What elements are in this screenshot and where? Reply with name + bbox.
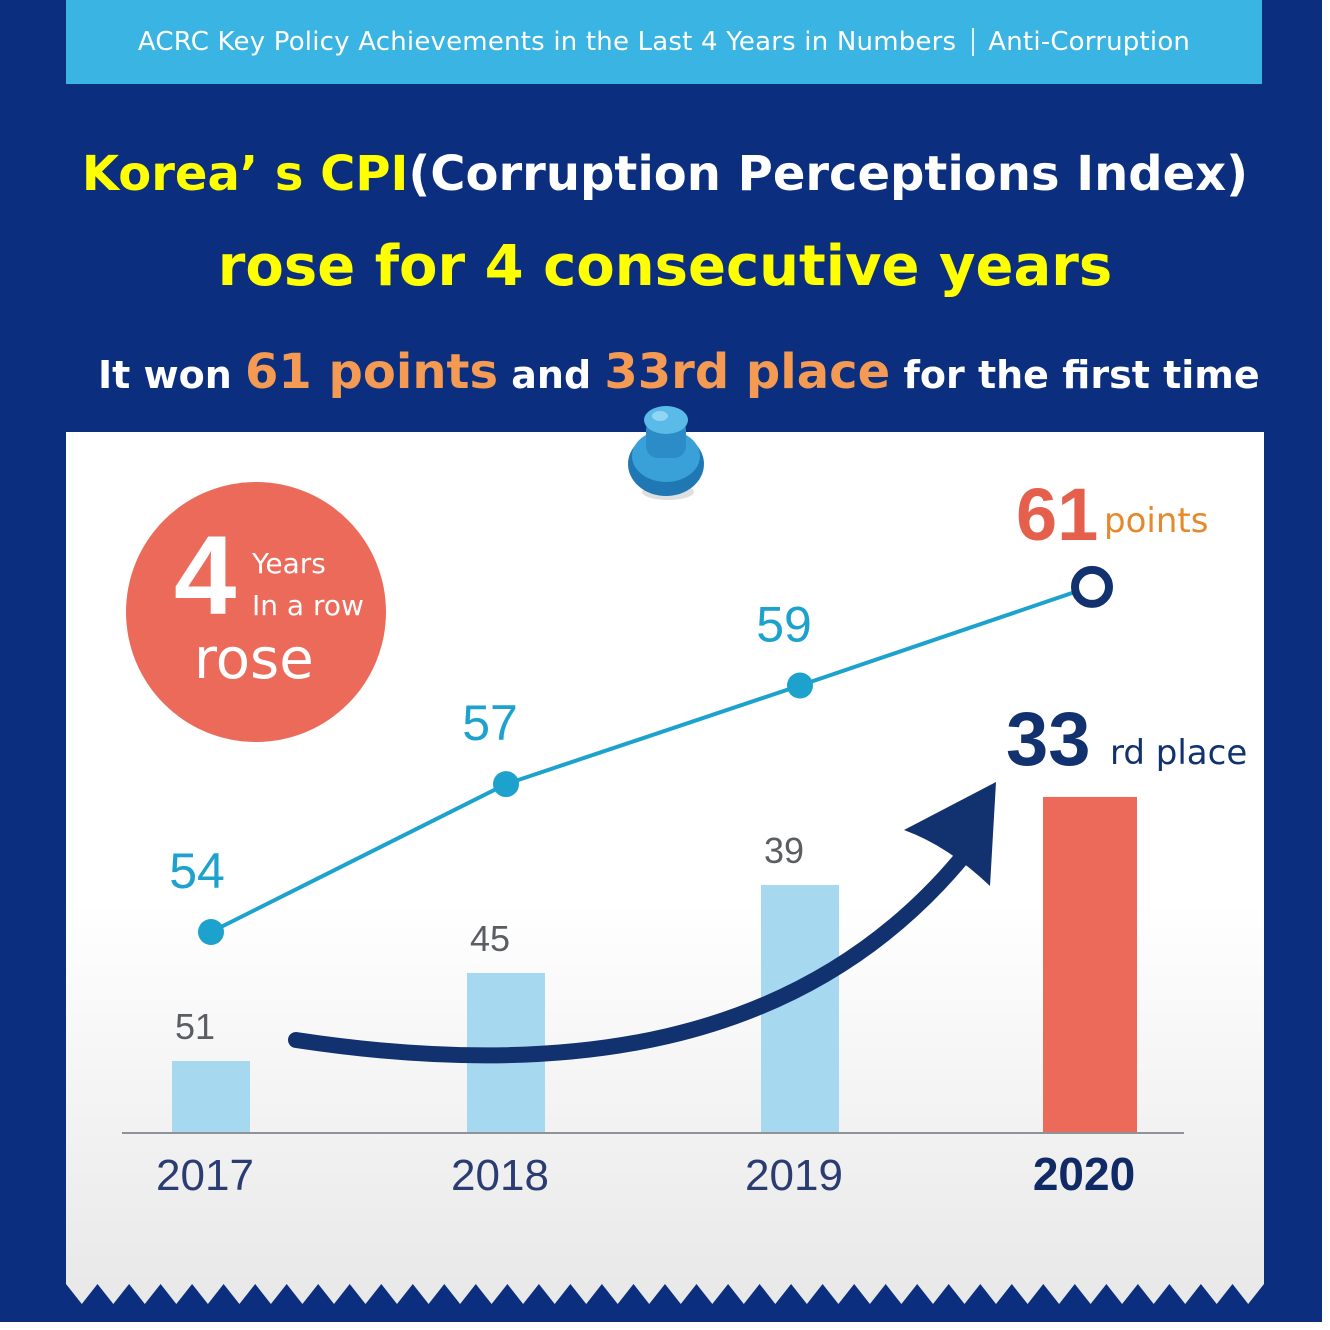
- score-label-2019: 59: [756, 597, 812, 653]
- score-label-2017: 54: [169, 843, 225, 899]
- badge-in-a-row: In a row: [252, 589, 364, 622]
- four-years-badge: [126, 482, 386, 742]
- headline-line-1: Korea’ s CPI(Corruption Perceptions Inde…: [0, 146, 1330, 202]
- score-line: [198, 565, 1113, 945]
- banner-text: ACRC Key Policy Achievements in the Last…: [138, 27, 1190, 57]
- frame-bottom-edge: [0, 1322, 1330, 1330]
- card-torn-edge: [66, 1284, 1264, 1304]
- rank-bars: [172, 796, 1137, 1133]
- headline-it-won: It won: [98, 353, 246, 397]
- banner-category: Anti-Corruption: [988, 27, 1191, 57]
- score-point-2017: [198, 919, 224, 945]
- pushpin-icon: [628, 406, 704, 500]
- headline-korea-cpi: Korea’ s CPI: [81, 146, 409, 202]
- score-point-2018: [493, 771, 519, 798]
- score-point-2019: [787, 672, 813, 699]
- score-point-2020: [1071, 565, 1113, 608]
- year-label-2018: 2018: [451, 1151, 549, 1200]
- badge-rose: rose: [194, 627, 314, 692]
- headline-33rd-place: 33rd place: [604, 344, 891, 400]
- rank-bar-2017: [172, 1061, 250, 1133]
- top-banner: ACRC Key Policy Achievements in the Last…: [66, 0, 1262, 84]
- place-callout-value: 33: [1006, 697, 1091, 782]
- frame-right-edge: [1322, 0, 1330, 1330]
- headline-61-points: 61 points: [245, 344, 499, 400]
- year-label-2017: 2017: [156, 1151, 254, 1200]
- place-callout-unit: rd place: [1110, 733, 1248, 773]
- year-label-2020: 2020: [1033, 1148, 1135, 1200]
- chart-labels: 51 2017 45 2018 39 2019 2020 54 57 59: [156, 597, 1135, 1201]
- points-callout-unit: points: [1104, 501, 1209, 541]
- headline-first-time: for the first time: [890, 353, 1260, 397]
- score-polyline: [210, 585, 1091, 934]
- headline-cpi-definition: (Corruption Perceptions Index): [408, 146, 1249, 202]
- headline-and: and: [498, 353, 605, 397]
- rank-label-2017: 51: [175, 1006, 215, 1047]
- badge-years: Years: [252, 547, 326, 580]
- arrow-curve: [288, 852, 968, 1064]
- rank-label-2018: 45: [470, 918, 510, 959]
- arrow-head-icon: [904, 782, 996, 886]
- rank-label-2019: 39: [764, 830, 804, 871]
- year-label-2019: 2019: [745, 1151, 843, 1200]
- score-label-2018: 57: [462, 695, 518, 751]
- banner-title: ACRC Key Policy Achievements in the Last…: [137, 27, 957, 57]
- headline-line-2: rose for 4 consecutive years: [217, 234, 1113, 299]
- headline-line-3: It won 61 points and 33rd place for the …: [98, 344, 1260, 400]
- rising-arrow: [288, 782, 996, 1064]
- badge-number: 4: [174, 513, 237, 638]
- points-callout-value: 61: [1016, 473, 1099, 556]
- banner-divider: [972, 28, 975, 56]
- rank-bar-2020: [1043, 796, 1137, 1133]
